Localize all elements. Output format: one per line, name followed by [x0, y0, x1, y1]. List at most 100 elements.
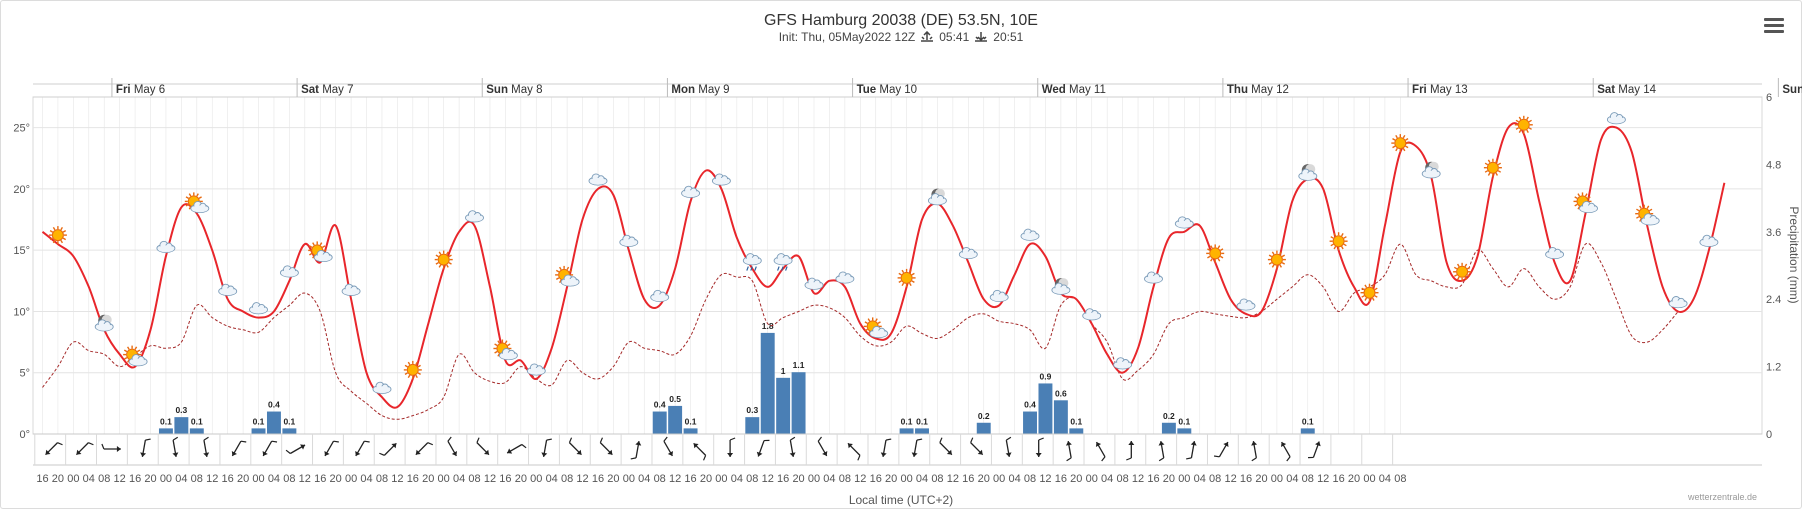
wind-arrow: [568, 437, 582, 456]
sun-ray: [62, 229, 67, 233]
sun-cloud-icon: [493, 339, 518, 361]
sun-ray: [134, 346, 138, 350]
cloud-icon: [1082, 308, 1102, 321]
cloud-icon: [279, 265, 299, 278]
rain-drop: [785, 266, 788, 271]
cloud-fill: [1052, 287, 1070, 294]
sun-cloud-icon: [555, 265, 580, 287]
wind-barb: [1308, 456, 1314, 459]
x-tick-label: 00: [1271, 473, 1283, 485]
precip-label: 0.1: [901, 416, 913, 426]
moon-icon: [1051, 278, 1071, 295]
cloud-fill: [929, 197, 946, 205]
x-tick-label: 20: [515, 473, 527, 485]
wind-head: [391, 443, 397, 449]
cloud-icon: [1236, 298, 1256, 311]
x-tick-label: 04: [360, 473, 372, 485]
cloud-icon: [681, 185, 701, 198]
sun-ray: [126, 359, 130, 363]
sun-ray: [1281, 261, 1286, 265]
sun-ray: [1279, 264, 1283, 268]
credit-text: wetterzentrale.de: [1687, 492, 1757, 502]
wind-barb: [1126, 457, 1132, 461]
sun-cloud-icon: [308, 241, 333, 263]
y-right-tick-label: 1.2: [1766, 362, 1781, 374]
wind-head: [635, 441, 642, 446]
sun-disc: [1486, 161, 1499, 174]
x-tick-label: 04: [1101, 473, 1113, 485]
day-label: Fri May 6: [116, 84, 165, 96]
x-tick-label: 00: [993, 473, 1005, 485]
sun-disc: [406, 363, 419, 376]
precip-bar: [1053, 400, 1068, 434]
precip-bar: [1177, 428, 1192, 434]
sun-ray: [1526, 116, 1529, 120]
x-tick-label: 20: [52, 473, 64, 485]
sun-ray: [1574, 196, 1578, 200]
sun-ray: [1333, 246, 1337, 250]
sun-ray: [558, 279, 562, 284]
day-label: Fri May 13: [1412, 84, 1468, 96]
wind-barb: [1006, 436, 1012, 441]
cloud-icon: [341, 283, 361, 296]
sun-ray: [1364, 297, 1368, 301]
x-tick-label: 00: [67, 473, 79, 485]
wind-row: [33, 433, 1762, 466]
x-tick-label: 00: [1086, 473, 1098, 485]
y-left-tick-label: 0°: [19, 429, 30, 441]
wind-arrow: [1095, 441, 1106, 462]
wind-head: [1158, 441, 1165, 446]
sun-ray: [1340, 233, 1344, 237]
x-tick-label: 12: [206, 473, 218, 485]
cloud-icon: [711, 173, 731, 186]
sun-ray: [1515, 127, 1519, 130]
wind-barb: [599, 437, 604, 443]
cloud-icon: [1606, 112, 1626, 125]
wind-arrow: [847, 442, 861, 461]
wind-arrow: [756, 439, 770, 457]
sun-ray: [435, 254, 439, 258]
wind-arrow: [476, 437, 490, 456]
sun-ray: [1453, 274, 1458, 277]
precip-bar: [791, 372, 806, 434]
wind-barb: [916, 438, 923, 441]
x-tick-label: 20: [1255, 473, 1267, 485]
wind-barb: [1286, 456, 1291, 462]
sun-ray: [1271, 264, 1275, 268]
cloud-icon: [156, 240, 176, 253]
sun-ray: [1466, 274, 1471, 277]
wind-arrow: [1308, 441, 1321, 459]
x-tick-label: 16: [407, 473, 419, 485]
x-tick-label: 08: [1116, 473, 1128, 485]
wind-arrow: [1005, 436, 1012, 457]
wind-barb: [240, 440, 247, 443]
wind-barb: [521, 444, 527, 449]
cloud-fill: [1114, 361, 1131, 369]
menu-icon[interactable]: [1764, 18, 1784, 36]
wind-head: [484, 449, 489, 455]
wind-arrow: [379, 442, 397, 456]
precip-label: 0.1: [685, 416, 697, 426]
sun-ray: [911, 280, 915, 284]
wind-arrow: [1281, 441, 1291, 462]
sun-ray: [555, 277, 560, 281]
wind-arrow: [630, 441, 642, 460]
x-tick-label: 00: [438, 473, 450, 485]
y-right-tick-label: 6: [1766, 92, 1772, 104]
sun-ray: [1497, 170, 1502, 173]
sun-ray: [497, 340, 501, 344]
sun-ray: [1466, 266, 1471, 270]
sun-ray: [1636, 208, 1640, 212]
cloud-icon: [1699, 234, 1719, 247]
cloud-icon: [1668, 296, 1688, 309]
cloud-fill: [1669, 300, 1687, 308]
sun-ray: [1330, 236, 1334, 239]
x-tick-label: 00: [623, 473, 635, 485]
wind-head: [1128, 441, 1135, 445]
wind-barb: [271, 440, 278, 443]
precip-bar: [1038, 383, 1053, 434]
x-axis-label: Local time (UTC+2): [849, 493, 953, 507]
sun-ray: [901, 269, 905, 274]
wind-head: [324, 450, 330, 456]
temperature-line: [41, 122, 1726, 409]
